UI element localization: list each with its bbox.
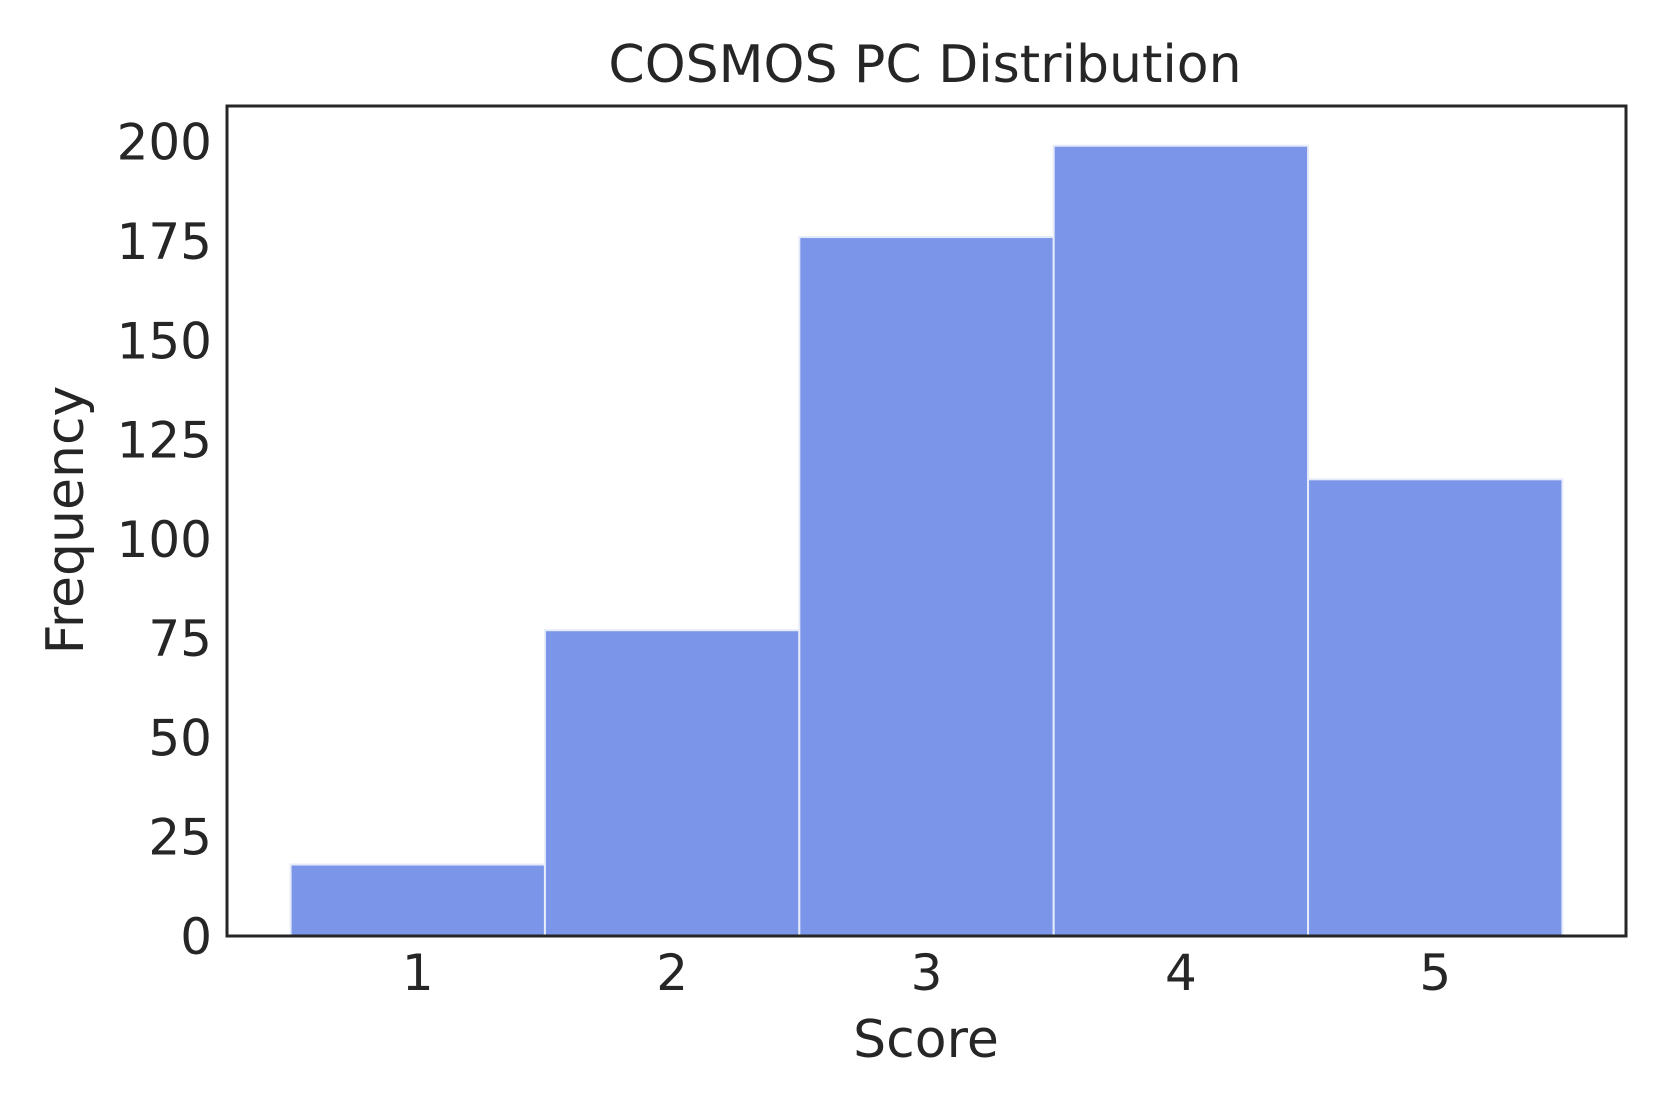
x-tick-labels: 1 2 3 4 5 (402, 944, 1451, 1002)
bar-score-4 (1052, 144, 1310, 938)
x-axis-label: Score (853, 1010, 999, 1070)
y-tick-label: 150 (117, 312, 212, 370)
bar-score-3 (798, 236, 1055, 938)
x-tick-label: 2 (656, 944, 688, 1002)
y-tick-label: 75 (148, 610, 212, 668)
bar-score-2 (543, 629, 801, 937)
bar-score-5 (1307, 478, 1564, 937)
y-tick-labels: 0 25 50 75 100 125 150 175 200 (117, 114, 212, 966)
bars-group (289, 144, 1564, 938)
y-tick-label: 125 (117, 412, 212, 470)
y-tick-label: 175 (117, 213, 212, 271)
y-tick-label: 50 (148, 709, 212, 767)
bar-score-1 (289, 863, 546, 937)
y-tick-label: 25 (148, 809, 212, 867)
y-tick-label: 0 (180, 908, 212, 966)
plot-frame (225, 104, 1628, 938)
y-tick-label: 100 (117, 511, 212, 569)
x-tick-label: 5 (1419, 944, 1451, 1002)
chart-title: COSMOS PC Distribution (608, 35, 1241, 95)
y-tick-label: 200 (117, 114, 212, 172)
x-tick-label: 4 (1165, 944, 1197, 1002)
x-tick-label: 3 (911, 944, 943, 1002)
y-axis-label: Frequency (36, 386, 96, 655)
x-tick-label: 1 (402, 944, 434, 1002)
